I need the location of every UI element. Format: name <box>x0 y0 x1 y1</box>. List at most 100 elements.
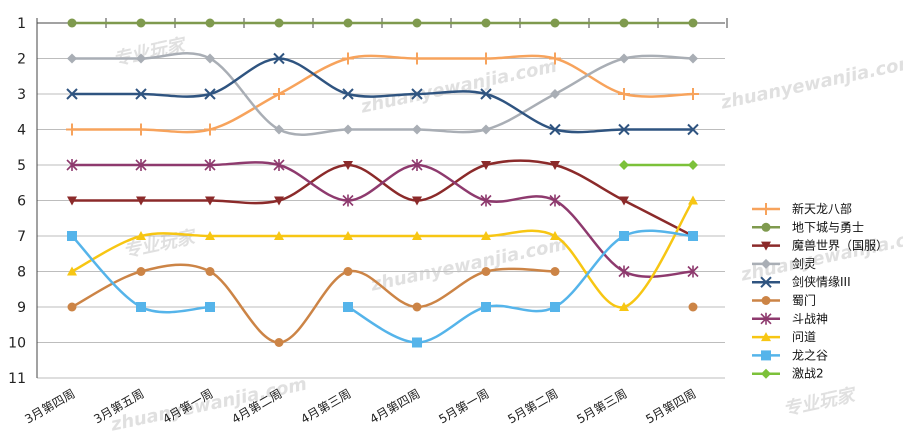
series-3-point <box>136 53 146 64</box>
series-1-point <box>412 18 422 28</box>
series-7 <box>67 195 698 311</box>
legend-label: 龙之谷 <box>792 348 828 362</box>
series-1-point <box>67 18 77 28</box>
legend-point <box>761 368 771 379</box>
legend-label: 剑灵 <box>792 256 816 271</box>
x-tick-label: 3月第四周 <box>22 386 77 426</box>
legend-point <box>761 222 771 232</box>
series-line <box>72 159 694 238</box>
series-6-point <box>411 159 423 171</box>
series-2-point <box>274 196 284 206</box>
series-5-point <box>343 267 353 276</box>
y-tick-label: 7 <box>17 229 26 245</box>
series-3-point <box>550 89 560 99</box>
x-tick-label: 5月第四周 <box>643 386 698 426</box>
series-5-point <box>412 302 422 312</box>
legend-item: 新天龙八部 <box>752 201 852 216</box>
series-layer <box>66 18 699 348</box>
series-2-point <box>550 161 560 170</box>
series-6-point <box>549 194 561 207</box>
series-7-point <box>205 231 215 240</box>
series-3-point <box>619 53 629 64</box>
series-5-point <box>136 267 146 276</box>
legend-label: 新天龙八部 <box>792 201 852 216</box>
series-7-point <box>688 195 698 205</box>
series-4-point <box>687 123 699 136</box>
legend-item: 蜀门 <box>752 293 816 308</box>
y-tick-label: 9 <box>17 300 26 316</box>
series-4-point <box>273 52 285 65</box>
series-7-point <box>343 231 353 240</box>
series-6-point <box>480 194 492 207</box>
series-0-point <box>135 123 147 136</box>
legend-label: 问道 <box>792 330 816 344</box>
legend-label: 激战2 <box>792 367 824 381</box>
series-9-point <box>619 160 629 170</box>
legend-item: 剑侠情缘III <box>752 274 851 289</box>
series-4 <box>66 52 699 136</box>
series-6-point <box>204 159 216 171</box>
x-tick-label: 4月第四周 <box>367 386 422 426</box>
series-0-point <box>687 88 699 100</box>
series-8-point <box>550 302 560 312</box>
series-7-point <box>412 231 422 240</box>
series-3 <box>67 52 698 136</box>
series-6-point <box>342 194 354 207</box>
watermark-text: zhuanyewanjia.com <box>368 234 569 296</box>
series-0-point <box>204 123 216 136</box>
series-6-point <box>618 265 630 278</box>
series-line <box>71 263 556 344</box>
legend-label: 魔兽世界（国服） <box>792 238 888 253</box>
series-4-point <box>342 88 354 100</box>
series-line <box>72 161 694 278</box>
series-8-point <box>688 231 698 241</box>
legend-label: 地下城与勇士 <box>792 220 864 234</box>
series-1 <box>67 18 698 28</box>
watermark-text: 专业玩家 <box>121 226 199 262</box>
series-8-point <box>619 231 629 241</box>
series-line <box>71 199 695 309</box>
legend-label: 剑侠情缘III <box>792 274 851 289</box>
series-1-point <box>205 18 215 28</box>
legend-item: 剑灵 <box>752 256 816 271</box>
y-tick-label: 8 <box>17 265 26 281</box>
watermark-text: 专业玩家 <box>781 384 859 420</box>
series-8-point <box>412 337 422 348</box>
series-0-point <box>273 88 285 100</box>
series-3-point <box>688 53 698 64</box>
series-4-point <box>204 88 216 100</box>
series-3-point <box>205 53 215 64</box>
x-tick-label: 5月第二周 <box>505 386 560 426</box>
legend-item: 问道 <box>752 330 816 344</box>
legend-point <box>760 276 772 288</box>
series-5-point <box>481 267 491 276</box>
series-2-point <box>205 196 215 206</box>
series-0-point <box>618 88 630 100</box>
series-1-point <box>136 18 146 28</box>
x-tick-label: 5月第三周 <box>574 386 629 426</box>
series-8-point <box>481 302 491 312</box>
legend-point <box>760 203 772 215</box>
series-7-point <box>550 231 560 240</box>
series-8 <box>67 229 698 348</box>
series-line <box>72 54 694 134</box>
series-1-point <box>274 18 284 28</box>
legend-label: 蜀门 <box>792 293 816 308</box>
series-6-point <box>66 159 78 171</box>
series-9-point <box>688 160 698 170</box>
series-2-point <box>412 196 422 206</box>
y-tick-label: 3 <box>17 87 26 103</box>
series-4-point <box>135 88 147 100</box>
legend-item: 魔兽世界（国服） <box>752 238 888 253</box>
series-4-point <box>66 88 78 100</box>
series-6-point <box>687 265 699 278</box>
series-0-point <box>411 52 423 65</box>
series-7-point <box>67 266 77 276</box>
series-7-point <box>619 302 629 311</box>
series-line <box>72 52 694 136</box>
series-8-point <box>136 302 146 312</box>
y-tick-label: 10 <box>8 336 26 352</box>
series-5-point <box>550 267 560 276</box>
